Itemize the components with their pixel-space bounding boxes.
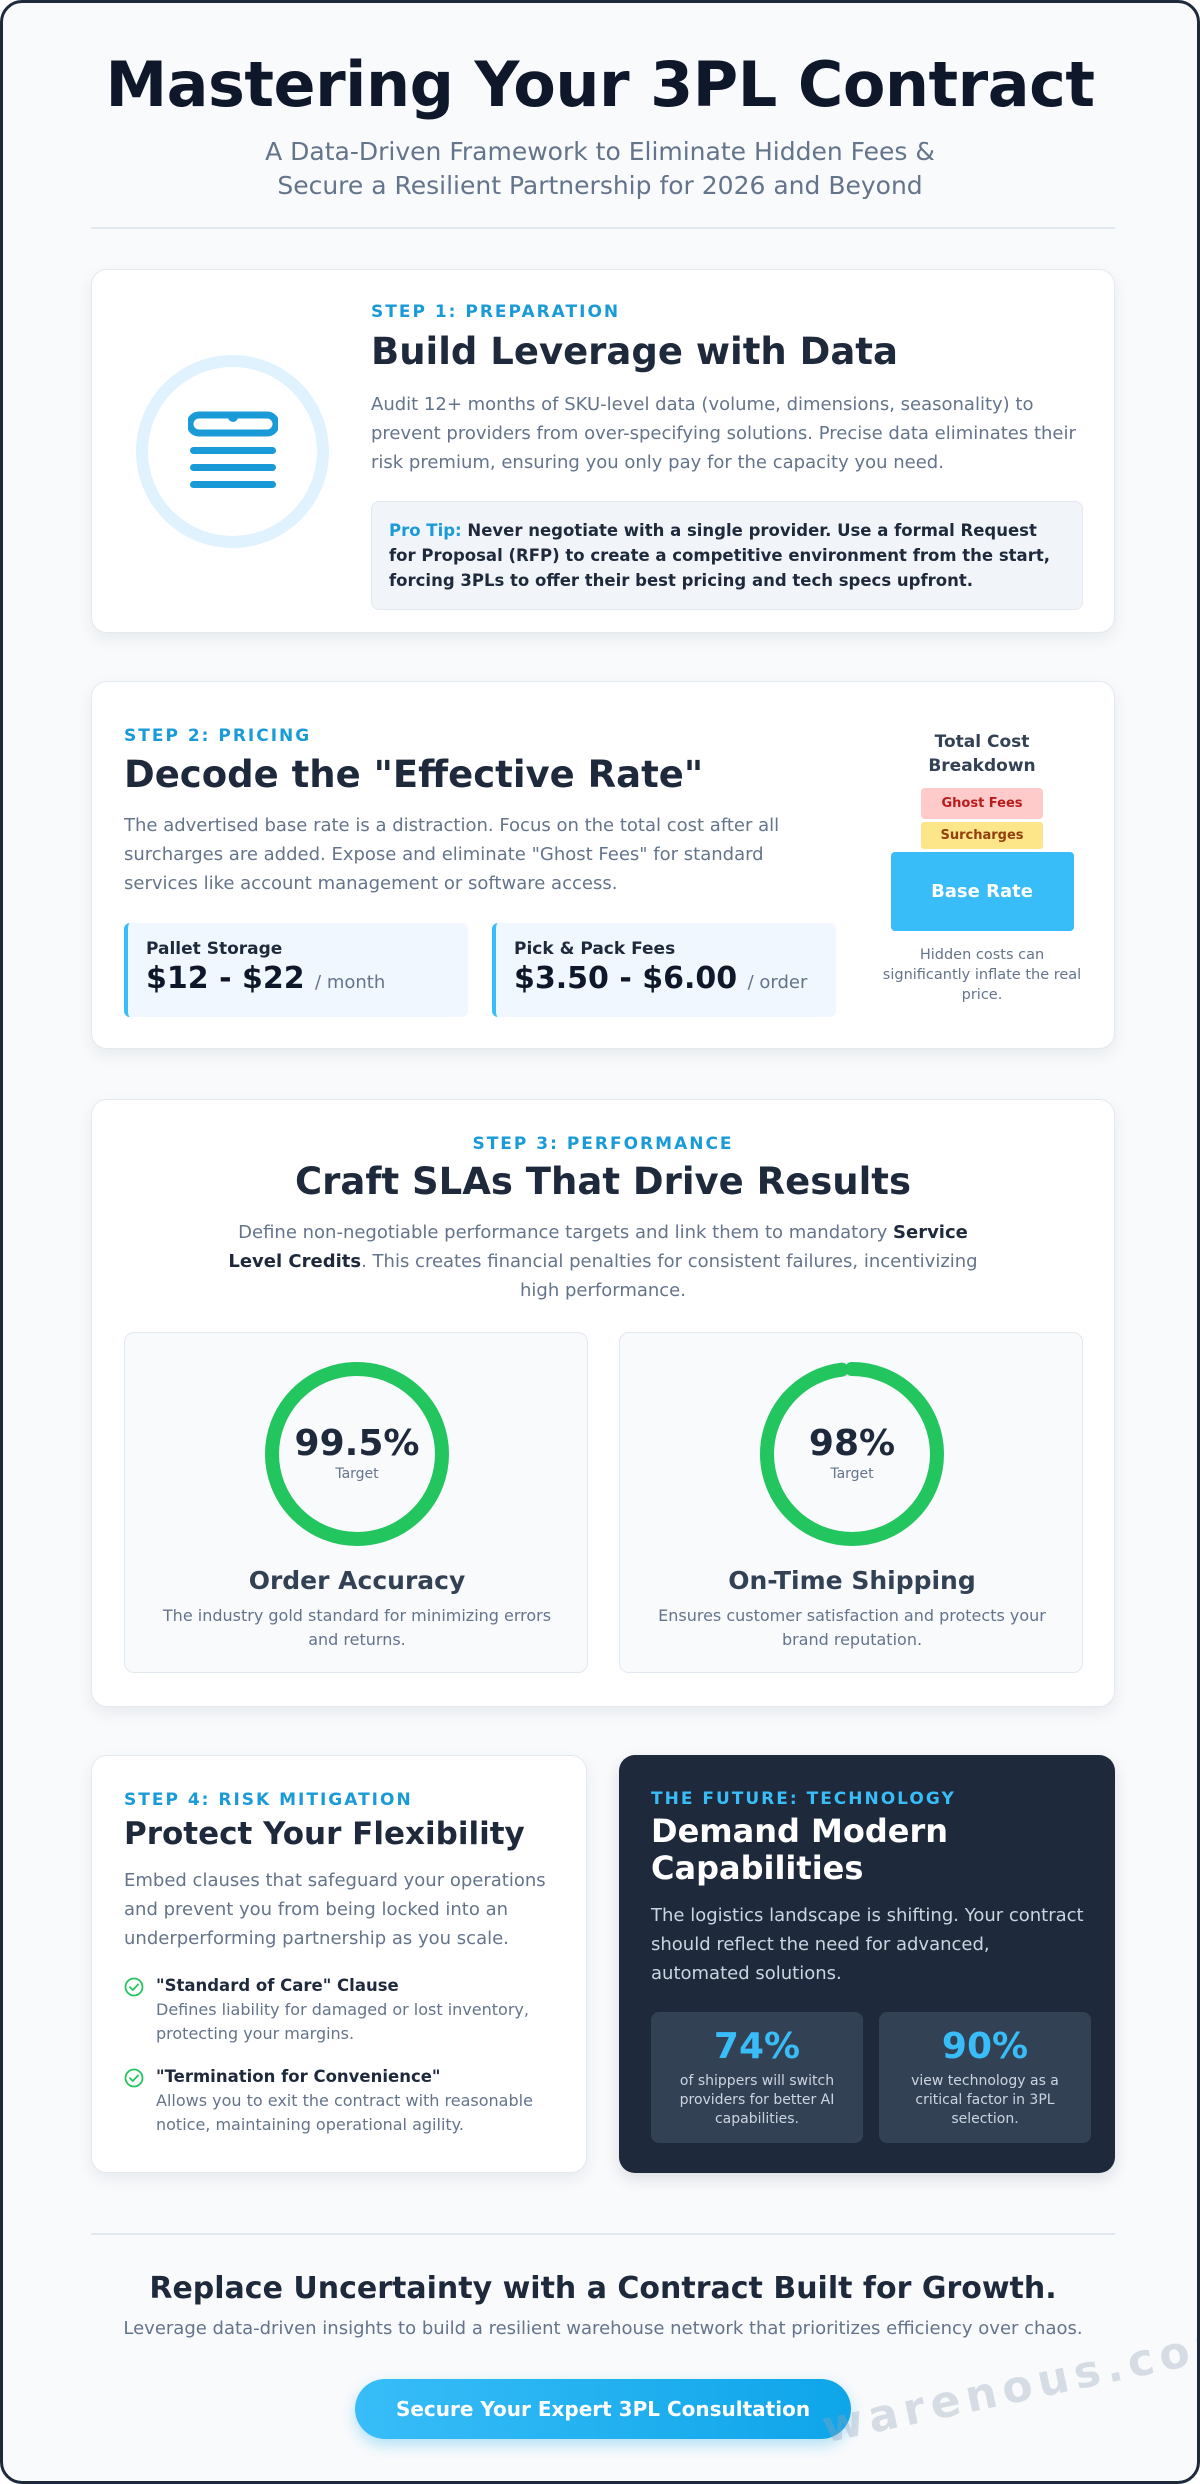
price-unit: / order [747, 972, 808, 993]
clause-item-termination: "Termination for Convenience" Allows you… [124, 2066, 564, 2137]
metric-title: On-Time Shipping [728, 1566, 976, 1595]
clause-desc: Defines liability for damaged or lost in… [156, 2000, 529, 2043]
metric-desc: Ensures customer satisfaction and protec… [658, 1606, 1046, 1649]
step3-body-pre: Define non-negotiable performance target… [238, 1222, 894, 1243]
step4-body: Embed clauses that safeguard your operat… [124, 1870, 546, 1949]
pro-tip-text: Never negotiate with a single provider. … [389, 521, 1050, 590]
stat-row: 74% of shippers will switch providers fo… [651, 2012, 1091, 2143]
step3-body-bold: Service Level Credits [228, 1222, 968, 1272]
step3-title: Craft SLAs That Drive Results [295, 1160, 911, 1203]
stat-value: 74% [713, 2026, 801, 2067]
document-list-icon [136, 355, 329, 548]
metric-value: 99.5% [294, 1423, 420, 1464]
price-box-pick-pack: Pick & Pack Fees $3.50 - $6.00 / order [492, 923, 836, 1017]
footer: Replace Uncertainty with a Contract Buil… [91, 2233, 1115, 2439]
footer-subtitle: Leverage data-driven insights to build a… [123, 2318, 1083, 2339]
future-title: Demand Modern Capabilities [651, 1812, 949, 1887]
check-circle-icon [124, 2068, 144, 2088]
header-divider [91, 227, 1115, 229]
base-rate-bar: Base Rate [890, 852, 1074, 931]
clause-desc: Allows you to exit the contract with rea… [156, 2091, 533, 2134]
consultation-cta-button[interactable]: Secure Your Expert 3PL Consultation [355, 2379, 851, 2439]
step1-card: STEP 1: PREPARATION Build Leverage with … [91, 269, 1115, 633]
step1-eyebrow: STEP 1: PREPARATION [371, 302, 621, 322]
step3-body-post: . This creates financial penalties for c… [361, 1251, 978, 1301]
step2-eyebrow: STEP 2: PRICING [124, 726, 312, 746]
step4-eyebrow: STEP 4: RISK MITIGATION [124, 1790, 413, 1810]
footer-title: Replace Uncertainty with a Contract Buil… [149, 2271, 1057, 2306]
metric-target-label: Target [335, 1466, 379, 1482]
breakdown-note: Hidden costs can significantly inflate t… [882, 947, 1082, 1003]
future-technology-card: THE FUTURE: TECHNOLOGY Demand Modern Cap… [619, 1755, 1115, 2173]
metric-target-label: Target [830, 1466, 874, 1482]
step3-card: STEP 3: PERFORMANCE Craft SLAs That Driv… [91, 1099, 1115, 1707]
price-label: Pick & Pack Fees [514, 939, 676, 959]
footer-divider [91, 2233, 1115, 2235]
step2-title: Decode the "Effective Rate" [124, 753, 704, 796]
step3-body: Define non-negotiable performance target… [223, 1218, 983, 1305]
metric-card-order-accuracy: 99.5% Target Order Accuracy The industry… [124, 1332, 588, 1673]
step4-title: Protect Your Flexibility [124, 1816, 525, 1852]
check-circle-icon [124, 1977, 144, 1997]
progress-ring [265, 1362, 449, 1546]
step2-body: The advertised base rate is a distractio… [124, 815, 780, 894]
stat-box-technology: 90% view technology as a critical factor… [879, 2012, 1091, 2143]
progress-ring [760, 1362, 944, 1546]
price-unit: / month [315, 972, 386, 993]
metric-card-on-time-shipping: 98% Target On-Time Shipping Ensures cust… [619, 1332, 1083, 1673]
step4-card: STEP 4: RISK MITIGATION Protect Your Fle… [91, 1755, 587, 2173]
price-row: Pallet Storage $12 - $22 / month Pick & … [124, 923, 836, 1017]
clause-item-standard-of-care: "Standard of Care" Clause Defines liabil… [124, 1975, 564, 2046]
page-header: Mastering Your 3PL Contract A Data-Drive… [3, 3, 1197, 203]
price-label: Pallet Storage [146, 939, 283, 959]
metric-desc: The industry gold standard for minimizin… [162, 1606, 552, 1649]
pro-tip-label: Pro Tip: [389, 521, 462, 540]
metric-value: 98% [808, 1423, 896, 1464]
stat-value: 90% [941, 2026, 1029, 2067]
price-box-pallet-storage: Pallet Storage $12 - $22 / month [124, 923, 468, 1017]
price-value-row: $12 - $22 / month [146, 961, 450, 996]
page-title: Mastering Your 3PL Contract [105, 48, 1095, 121]
future-eyebrow: THE FUTURE: TECHNOLOGY [651, 1789, 956, 1809]
price-value: $3.50 - $6.00 [514, 961, 738, 996]
price-value: $12 - $22 [146, 961, 305, 996]
price-value-row: $3.50 - $6.00 / order [514, 961, 818, 996]
step3-eyebrow: STEP 3: PERFORMANCE [472, 1134, 734, 1154]
surcharges-bar: Surcharges [921, 822, 1043, 849]
step1-title: Build Leverage with Data [371, 330, 898, 373]
future-body: The logistics landscape is shifting. You… [651, 1905, 1084, 1984]
stat-desc: view technology as a critical factor in … [911, 2073, 1059, 2127]
stat-box-ai: 74% of shippers will switch providers fo… [651, 2012, 863, 2143]
metric-title: Order Accuracy [248, 1566, 466, 1595]
ghost-fees-bar: Ghost Fees [921, 788, 1043, 819]
step1-body: Audit 12+ months of SKU-level data (volu… [371, 394, 1076, 473]
clause-title: "Termination for Convenience" [156, 2067, 441, 2086]
breakdown-title: Total Cost Breakdown [928, 732, 1036, 776]
page-subtitle: A Data-Driven Framework to Eliminate Hid… [265, 137, 935, 200]
cost-breakdown: Total Cost Breakdown Ghost Fees Surcharg… [882, 730, 1082, 1005]
stat-desc: of shippers will switch providers for be… [679, 2073, 835, 2127]
step2-card: STEP 2: PRICING Decode the "Effective Ra… [91, 681, 1115, 1049]
pro-tip-box: Pro Tip: Never negotiate with a single p… [371, 501, 1083, 610]
clause-title: "Standard of Care" Clause [156, 1976, 399, 1995]
